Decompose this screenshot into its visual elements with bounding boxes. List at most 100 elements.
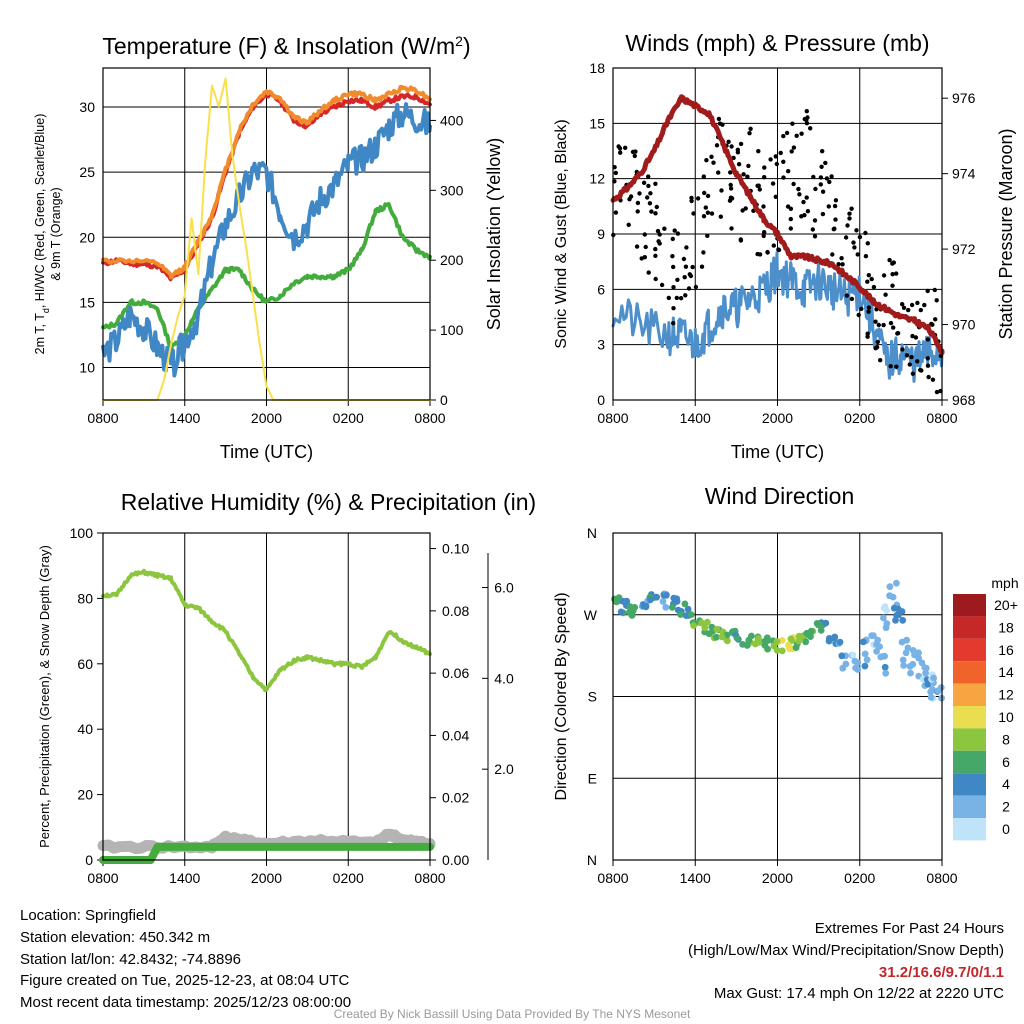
y2-axis-tick-label: 200	[440, 252, 464, 268]
direction-point	[764, 636, 772, 644]
direction-tick-label: N	[587, 525, 597, 541]
gust-point	[671, 321, 676, 326]
gust-point	[637, 191, 642, 196]
gust-point	[900, 347, 905, 352]
extremes-title: Extremes For Past 24 Hours	[814, 920, 1004, 937]
series-line-relative-humidity	[101, 568, 432, 693]
gust-point	[811, 174, 816, 180]
direction-point	[876, 643, 883, 650]
extremes-subtitle: (High/Low/Max Wind/Precipitation/Snow De…	[688, 941, 1004, 959]
gust-point	[866, 273, 871, 278]
gust-point	[833, 198, 839, 203]
gust-point	[726, 139, 731, 144]
direction-point	[838, 652, 846, 660]
y2-axis-tick-label: 300	[440, 182, 464, 198]
direction-point	[927, 694, 935, 701]
gust-point	[762, 175, 767, 180]
y2-axis-tick-label: 0.10	[442, 541, 469, 557]
gust-point	[646, 174, 651, 179]
direction-point	[849, 651, 857, 659]
y2-axis-tick-label: 0.06	[442, 665, 469, 681]
gust-point	[863, 254, 869, 259]
direction-point	[712, 633, 720, 641]
gust-point	[820, 189, 826, 194]
gust-point	[925, 337, 931, 342]
direction-point	[713, 625, 721, 633]
colorbar-label: 8	[1002, 731, 1010, 747]
colorbar-swatch	[953, 616, 986, 639]
colorbar-swatch	[953, 706, 986, 729]
direction-point	[629, 607, 637, 615]
gust-point	[915, 359, 920, 364]
gust-point	[738, 141, 744, 147]
y2-axis-tick-label: 976	[952, 90, 976, 106]
gust-point	[820, 149, 825, 154]
direction-point	[752, 640, 759, 648]
colorbar-label: 2	[1002, 799, 1010, 815]
gust-point	[675, 277, 680, 282]
colorbar-label: 18	[998, 619, 1014, 635]
gust-point	[639, 256, 644, 261]
gust-point	[934, 298, 939, 303]
gust-point	[617, 146, 623, 151]
y-axis-label: Percent, Precipitation (Green), & Snow D…	[37, 545, 52, 848]
x-tick-label: 0200	[844, 870, 875, 886]
gust-point	[904, 353, 910, 358]
gust-point	[714, 143, 720, 148]
gust-point	[641, 180, 647, 185]
gust-point	[805, 209, 811, 214]
gust-point	[781, 175, 786, 180]
gust-point	[781, 159, 786, 164]
gust-point	[765, 250, 770, 255]
gust-point	[778, 150, 783, 156]
gust-point	[757, 187, 762, 192]
gust-point	[781, 133, 786, 139]
gust-point	[728, 182, 733, 188]
y-axis-tick-label: 9	[597, 226, 605, 242]
gust-point	[659, 282, 665, 288]
gust-point	[773, 154, 778, 159]
y2-axis-tick-label: 972	[952, 241, 976, 257]
x-tick-label: 0800	[597, 410, 628, 426]
snow-axis-tick-label: 6.0	[494, 580, 514, 596]
series-line-solar-insolation	[102, 77, 431, 401]
gust-point	[794, 133, 799, 138]
y2-axis-label: Station Pressure (Maroon)	[996, 128, 1016, 339]
y-axis-label-line-2: & 9m T (Orange)	[49, 187, 63, 280]
y-axis-tick-label: 10	[79, 359, 95, 375]
gust-point	[900, 302, 905, 307]
direction-point	[900, 662, 907, 669]
direction-point	[906, 663, 914, 670]
direction-point	[659, 598, 667, 605]
y-axis-tick-label: 40	[77, 721, 93, 737]
extremes-info: Extremes For Past 24 Hours (High/Low/Max…	[688, 918, 1004, 1005]
direction-point	[723, 636, 731, 644]
direction-point	[882, 669, 890, 677]
panel-title: Temperature (F) & Insolation (W/m2)	[102, 33, 470, 59]
latlon-text: Station lat/lon: 42.8432; -74.8896	[20, 950, 242, 968]
gust-point	[910, 333, 915, 339]
gust-point	[843, 235, 849, 240]
gust-point	[818, 175, 824, 180]
direction-point	[698, 619, 705, 627]
x-tick-label: 2000	[251, 870, 282, 886]
direction-point	[922, 669, 929, 677]
direction-point	[836, 638, 844, 646]
gust-point	[705, 193, 711, 199]
gust-point	[875, 339, 880, 345]
location-text: Location: Springfield	[20, 907, 156, 924]
gust-point	[690, 264, 695, 270]
gust-point	[688, 273, 694, 279]
panel-title: Winds (mph) & Pressure (mb)	[625, 30, 929, 56]
direction-point	[874, 636, 882, 644]
plot-frame	[102, 67, 431, 401]
gust-point	[743, 206, 748, 211]
colorbar-label: 10	[998, 709, 1014, 725]
y2-axis-tick-label: 0	[440, 392, 448, 408]
gust-point	[683, 293, 688, 298]
colorbar-title: mph	[991, 575, 1018, 591]
x-axis-label: Time (UTC)	[731, 442, 824, 462]
panel-title: Relative Humidity (%) & Precipitation (i…	[121, 489, 536, 515]
station-info: Location: Springfield Station elevation:…	[20, 905, 351, 1014]
